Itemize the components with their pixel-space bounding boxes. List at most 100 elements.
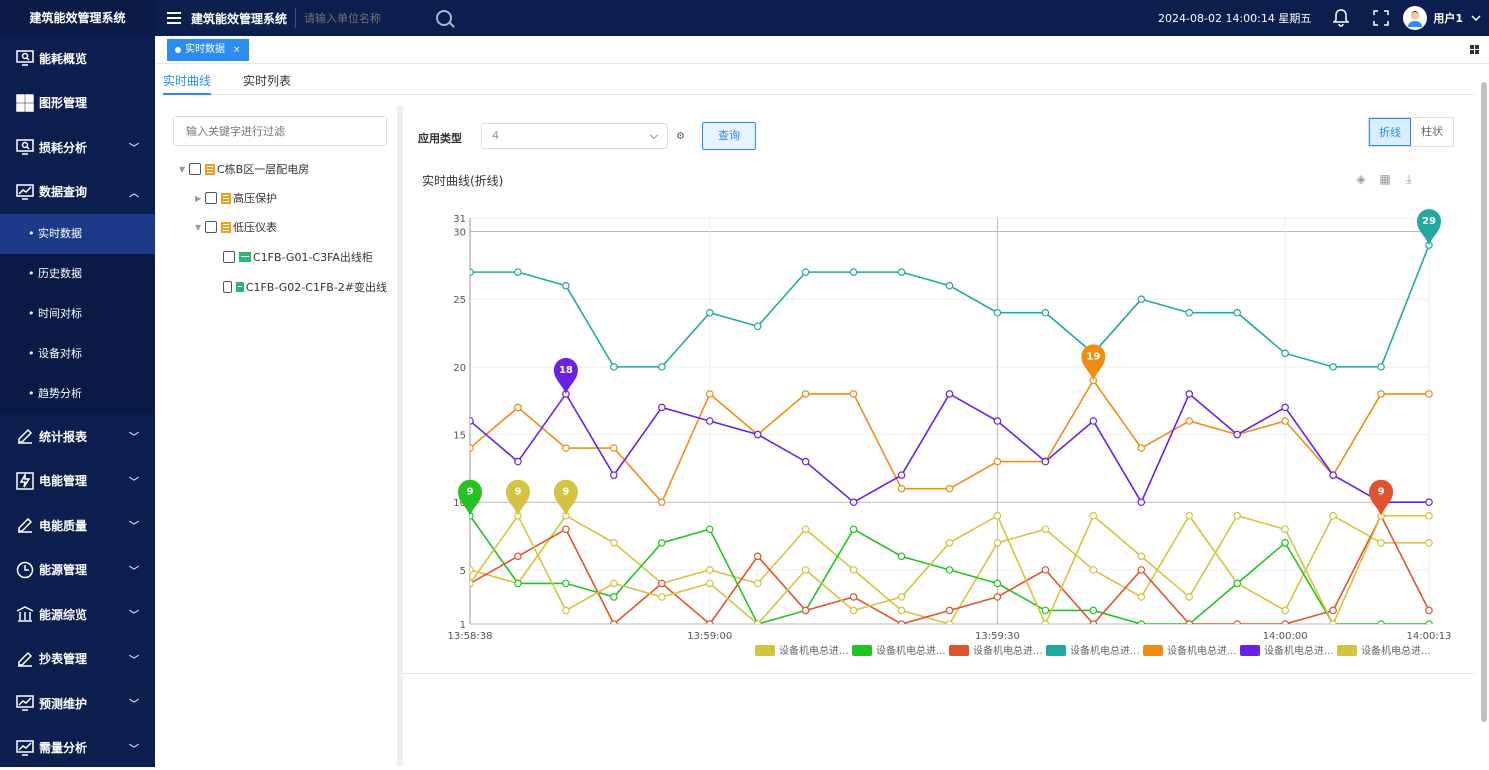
data-point	[755, 553, 761, 559]
device-icon	[239, 252, 251, 262]
sidebar-item[interactable]: 图形管理	[0, 81, 155, 126]
avatar[interactable]	[1403, 6, 1427, 30]
legend-swatch	[1143, 645, 1163, 656]
submenu-data-query: • 实时数据• 历史数据• 时间对标• 设备对标• 趋势分析	[0, 214, 155, 414]
data-point	[850, 499, 856, 505]
unit-search-input[interactable]	[304, 12, 424, 25]
grid-view-icon[interactable]: ▦	[1378, 172, 1392, 186]
type-select[interactable]: 4	[481, 123, 668, 149]
data-point	[707, 567, 713, 573]
tree-node-low-voltage[interactable]: ▼ 低压仪表	[195, 219, 277, 235]
y-tick-label: 25	[453, 295, 466, 306]
submenu-item[interactable]: • 趋势分析	[0, 374, 155, 414]
checkbox[interactable]	[223, 251, 235, 263]
data-point	[1090, 418, 1096, 424]
bell-icon[interactable]	[1333, 9, 1349, 27]
data-point	[898, 594, 904, 600]
legend-swatch	[949, 645, 969, 656]
data-point	[707, 310, 713, 316]
tree-node-high-voltage[interactable]: ▶ 高压保护	[195, 190, 277, 206]
caret-down-icon[interactable]: ▼	[179, 165, 189, 174]
data-point	[515, 553, 521, 559]
page-tab-realtime[interactable]: 实时数据 ×	[167, 39, 249, 61]
tab-realtime-list[interactable]: 实时列表	[243, 64, 291, 95]
sidebar-item[interactable]: 抄表管理﹀	[0, 637, 155, 682]
tree-filter-input[interactable]	[173, 116, 387, 146]
data-point	[515, 404, 521, 410]
user-name[interactable]: 用户1	[1433, 10, 1463, 26]
data-point	[707, 580, 713, 586]
submenu-item[interactable]: • 设备对标	[0, 334, 155, 374]
submenu-item[interactable]: • 时间对标	[0, 294, 155, 334]
submenu-item[interactable]: • 实时数据	[0, 214, 155, 254]
sidebar-item[interactable]: 电能管理﹀	[0, 459, 155, 504]
clock-icon	[15, 560, 35, 580]
sidebar-item[interactable]: 损耗分析﹀	[0, 125, 155, 170]
data-point	[467, 269, 473, 275]
sidebar-item[interactable]: 预测维护﹀	[0, 681, 155, 726]
close-icon[interactable]: ×	[233, 39, 241, 61]
scrollbar[interactable]	[1481, 82, 1487, 722]
data-point	[1186, 418, 1192, 424]
bar-toggle-button[interactable]: 柱状	[1411, 118, 1453, 146]
chevron-down-icon: ﹀	[129, 429, 139, 444]
data-point	[515, 269, 521, 275]
data-point	[1138, 553, 1144, 559]
checkbox[interactable]	[189, 163, 201, 175]
data-point	[802, 391, 808, 397]
data-point	[1378, 540, 1384, 546]
tree-node-device[interactable]: C1FB-G01-C3FA出线柜	[223, 249, 373, 265]
data-point	[850, 607, 856, 613]
device-icon	[236, 282, 244, 292]
checkbox[interactable]	[223, 281, 232, 293]
caret-right-icon[interactable]: ▶	[195, 194, 205, 203]
gear-icon[interactable]: ⚙	[676, 131, 685, 142]
data-point	[1186, 621, 1192, 627]
sidebar-item[interactable]: 能源管理﹀	[0, 548, 155, 593]
download-icon[interactable]: ⤓	[1402, 172, 1416, 186]
sidebar-item-label: 预测维护	[39, 695, 87, 712]
sidebar-item[interactable]: 能源综览﹀	[0, 592, 155, 637]
data-point	[898, 553, 904, 559]
building-icon	[205, 164, 215, 175]
building-icon	[15, 604, 35, 624]
sub-tabs: 实时曲线 实时列表	[163, 64, 1474, 95]
layers-icon[interactable]: ◈	[1354, 172, 1368, 186]
x-tick-label: 13:59:00	[687, 631, 732, 642]
fullscreen-icon[interactable]	[1373, 10, 1389, 26]
data-point	[1138, 296, 1144, 302]
grid-menu-icon[interactable]	[1470, 45, 1479, 54]
sidebar: 建筑能效管理系统 能耗概览图形管理损耗分析﹀数据查询︿ • 实时数据• 历史数据…	[0, 0, 155, 767]
query-button[interactable]: 查询	[702, 122, 756, 150]
data-point	[994, 458, 1000, 464]
sidebar-item-label: 能耗概览	[39, 50, 87, 67]
checkbox[interactable]	[205, 221, 217, 233]
tab-realtime-curve[interactable]: 实时曲线	[163, 64, 211, 95]
sidebar-item[interactable]: 电能质量﹀	[0, 503, 155, 548]
menu-toggle-icon[interactable]	[167, 12, 181, 24]
data-point	[1234, 621, 1240, 627]
caret-down-icon[interactable]: ▼	[195, 223, 205, 232]
search-icon[interactable]	[436, 10, 452, 26]
data-point	[515, 458, 521, 464]
data-point	[1426, 499, 1432, 505]
sidebar-item[interactable]: 需量分析﹀	[0, 726, 155, 770]
data-point	[1186, 391, 1192, 397]
sidebar-item[interactable]: 统计报表﹀	[0, 414, 155, 459]
data-point	[467, 418, 473, 424]
data-point	[755, 621, 761, 627]
tree-node-root[interactable]: ▼ C栋B区一层配电房	[179, 161, 309, 177]
sidebar-item[interactable]: 能耗概览	[0, 36, 155, 81]
sidebar-item[interactable]: 数据查询︿	[0, 170, 155, 215]
data-point	[611, 540, 617, 546]
grid-icon	[15, 93, 35, 113]
sidebar-item-label: 能源管理	[39, 561, 87, 578]
submenu-item[interactable]: • 历史数据	[0, 254, 155, 294]
checkbox[interactable]	[205, 192, 217, 204]
data-point	[563, 580, 569, 586]
chevron-down-icon[interactable]	[1471, 14, 1481, 22]
line-toggle-button[interactable]: 折线	[1369, 118, 1411, 146]
edit-icon	[15, 426, 35, 446]
tree-node-device[interactable]: C1FB-G02-C1FB-2#变出线	[223, 279, 387, 295]
